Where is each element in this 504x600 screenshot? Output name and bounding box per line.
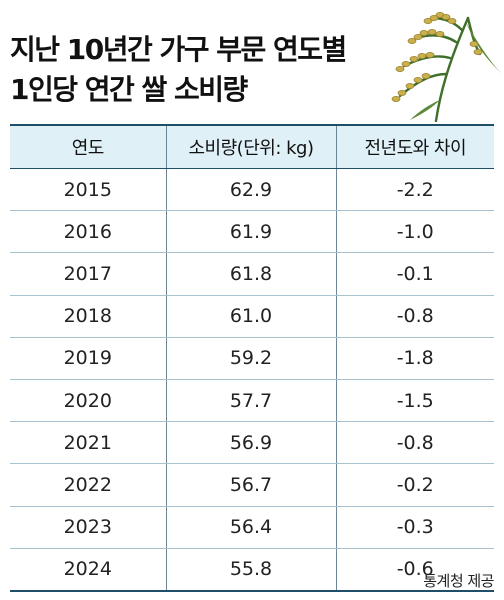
- cell-change: -0.8: [335, 421, 494, 465]
- cell-year: 2022: [10, 463, 166, 507]
- column-header-consumption: 소비량(단위: kg): [165, 124, 336, 169]
- table-row: 2020 57.7 -1.5: [10, 379, 494, 423]
- rice-stalk-illustration: [391, 11, 502, 122]
- source-credit: 통계청 제공: [423, 572, 494, 590]
- cell-change: -0.2: [335, 463, 494, 507]
- cell-consumption: 61.9: [165, 210, 336, 254]
- cell-change: -1.5: [335, 379, 494, 423]
- chart-title: 지난 10년간 가구 부문 연도별 1인당 연간 쌀 소비량: [10, 30, 370, 110]
- cell-year: 2023: [10, 506, 166, 549]
- cell-year: 2017: [10, 252, 166, 296]
- cell-year: 2021: [10, 421, 166, 465]
- cell-consumption: 59.2: [165, 337, 336, 380]
- cell-year: 2016: [10, 210, 166, 254]
- cell-consumption: 61.8: [165, 252, 336, 296]
- cell-change: -0.8: [335, 295, 494, 338]
- cell-consumption: 56.7: [165, 463, 336, 507]
- cell-consumption: 57.7: [165, 379, 336, 423]
- table-row: 2018 61.0 -0.8: [10, 295, 494, 338]
- cell-change: -2.2: [335, 168, 494, 212]
- title-line-2: 1인당 연간 쌀 소비량: [10, 73, 248, 106]
- table-row: 2017 61.8 -0.1: [10, 252, 494, 296]
- table-row: 2023 56.4 -0.3: [10, 506, 494, 549]
- column-header-change: 전년도와 차이: [335, 124, 494, 169]
- cell-change: -1.8: [335, 337, 494, 380]
- cell-year: 2019: [10, 337, 166, 380]
- cell-change: -0.1: [335, 252, 494, 296]
- cell-change: -0.6: [335, 548, 494, 592]
- table-body: 2015 62.9 -2.2 2016 61.9 -1.0 2017 61.8 -0.1 2018…: [10, 168, 494, 592]
- table-header-row: 연도 소비량(단위: kg) 전년도와 차이: [10, 124, 494, 169]
- table-row: 2024 55.8 -0.6: [10, 548, 494, 592]
- cell-consumption: 55.8: [165, 548, 336, 592]
- title-line-1: 지난 10년간 가구 부문 연도별: [10, 33, 347, 66]
- cell-year: 2018: [10, 295, 166, 338]
- cell-change: -0.3: [335, 506, 494, 549]
- cell-consumption: 62.9: [165, 168, 336, 212]
- cell-year: 2020: [10, 379, 166, 423]
- table-row: 2021 56.9 -0.8: [10, 421, 494, 465]
- table-row: 2016 61.9 -1.0: [10, 210, 494, 254]
- table-row: 2022 56.7 -0.2: [10, 463, 494, 507]
- column-header-year: 연도: [10, 124, 166, 169]
- rice-consumption-table: 연도 소비량(단위: kg) 전년도와 차이 2015 62.9 -2.2 2016 6…: [10, 124, 494, 592]
- table-row: 2019 59.2 -1.8: [10, 337, 494, 380]
- table-row: 2015 62.9 -2.2: [10, 168, 494, 212]
- cell-consumption: 56.4: [165, 506, 336, 549]
- cell-change: -1.0: [335, 210, 494, 254]
- cell-consumption: 56.9: [165, 421, 336, 465]
- cell-year: 2024: [10, 548, 166, 592]
- cell-consumption: 61.0: [165, 295, 336, 338]
- cell-year: 2015: [10, 168, 166, 212]
